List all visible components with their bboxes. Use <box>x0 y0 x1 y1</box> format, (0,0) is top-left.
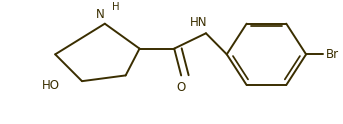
Text: N: N <box>95 8 104 21</box>
Text: H: H <box>112 2 119 12</box>
Text: Br: Br <box>326 48 339 61</box>
Text: HN: HN <box>190 16 208 29</box>
Text: HO: HO <box>42 79 60 93</box>
Text: O: O <box>177 81 186 94</box>
